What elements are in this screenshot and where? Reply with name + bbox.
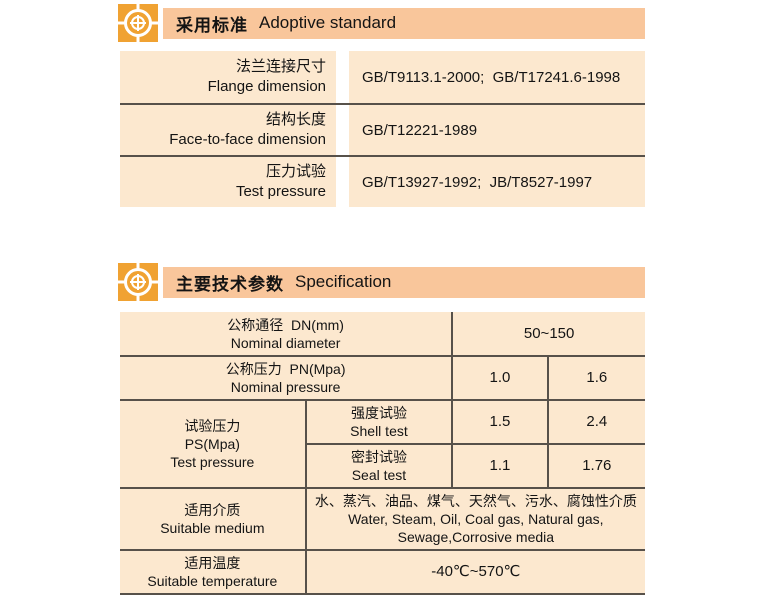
row-label-en: Test pressure [235, 183, 326, 200]
row-label-zh: 结构长度 [265, 111, 326, 128]
value-pn-2: 1.6 [546, 355, 647, 401]
medium-en-line2: Sewage,Corrosive media [397, 529, 555, 545]
table-row: 密封试验 Seal test 1.1 1.76 [120, 443, 647, 489]
label-en: Test pressure [170, 454, 255, 470]
table-row: 法兰连接尺寸 Flange dimension GB/T9113.1-2000;… [120, 51, 645, 103]
label-zh: 试验压力 [184, 418, 241, 434]
column-gap [336, 105, 349, 155]
spec-label-seal-test: 密封试验 Seal test [304, 443, 454, 489]
row-value: GB/T9113.1-2000; GB/T17241.6-1998 [349, 51, 645, 103]
label-zh: 密封试验 [350, 449, 407, 465]
target-icon [118, 263, 158, 301]
spec-label-suitable-medium: 适用介质 Suitable medium [119, 487, 307, 551]
row-label-en: Flange dimension [207, 78, 326, 95]
row-label-zh: 法兰连接尺寸 [235, 58, 326, 75]
value-seal-1: 1.1 [451, 443, 549, 489]
spec-label-test-pressure: 试验压力 PS(Mpa) Test pressure [119, 399, 307, 489]
value-pn-1: 1.0 [451, 355, 549, 401]
label-en: Seal test [351, 467, 407, 483]
row-value: GB/T13927-1992; JB/T8527-1997 [349, 157, 645, 207]
section-title-en: Specification [295, 272, 392, 291]
value-shell-1: 1.5 [451, 399, 549, 445]
label-en: Nominal pressure [230, 379, 341, 395]
section-header-adoptive-standard: 采用标准 Adoptive standard [118, 4, 645, 42]
label-en: Suitable temperature [147, 573, 278, 589]
row-label: 法兰连接尺寸 Flange dimension [120, 51, 336, 103]
spec-label-nominal-pressure: 公称压力 PN(Mpa) Nominal pressure [118, 355, 454, 401]
label-zh: 公称通径 DN(mm) [227, 316, 344, 333]
table-row: 试验压力 PS(Mpa) Test pressure 强度试验 Shell te… [119, 399, 647, 489]
catalog-page: 采用标准 Adoptive standard 法兰连接尺寸 Flange dim… [118, 0, 647, 595]
row-label: 压力试验 Test pressure [120, 157, 336, 207]
row-label: 结构长度 Face-to-face dimension [120, 105, 336, 155]
section-title-zh: 采用标准 [176, 15, 248, 35]
column-gap [336, 51, 349, 103]
table-row: 公称压力 PN(Mpa) Nominal pressure 1.0 1.6 [118, 355, 647, 401]
medium-en-line1: Water, Steam, Oil, Coal gas, Natural gas… [348, 511, 604, 527]
label-zh: 强度试验 [350, 405, 407, 421]
column-gap [336, 157, 349, 207]
medium-zh: 水、蒸汽、油品、煤气、天然气、污水、腐蚀性介质 [314, 493, 637, 509]
spec-label-shell-test: 强度试验 Shell test [304, 399, 454, 445]
row-value: GB/T12221-1989 [349, 105, 645, 155]
value-shell-2: 2.4 [546, 399, 647, 445]
table-row: 结构长度 Face-to-face dimension GB/T12221-19… [120, 103, 645, 155]
section-title-bar: 主要技术参数 Specification [163, 266, 645, 298]
section-header-specification: 主要技术参数 Specification [118, 263, 645, 301]
label-zh: 适用温度 [184, 555, 241, 571]
section-title-zh: 主要技术参数 [176, 274, 284, 294]
spec-label-nominal-diameter: 公称通径 DN(mm) Nominal diameter [118, 311, 454, 357]
label-zh: 公称压力 PN(Mpa) [225, 361, 346, 377]
table-row: 适用温度 Suitable temperature -40℃~570℃ [119, 549, 647, 594]
label-zh: 适用介质 [184, 502, 241, 518]
row-label-en: Face-to-face dimension [169, 131, 326, 148]
spec-label-suitable-temperature: 适用温度 Suitable temperature [119, 549, 307, 594]
row-label-zh: 压力试验 [265, 163, 326, 180]
label-en: Nominal diameter [230, 334, 341, 351]
target-icon [118, 4, 158, 42]
value-nominal-diameter: 50~150 [451, 311, 646, 357]
table-row: 压力试验 Test pressure GB/T13927-1992; JB/T8… [120, 155, 645, 207]
value-suitable-temperature: -40℃~570℃ [304, 549, 647, 594]
label-en: Shell test [350, 423, 408, 439]
standards-table: 法兰连接尺寸 Flange dimension GB/T9113.1-2000;… [120, 51, 645, 207]
section-title-en: Adoptive standard [259, 13, 397, 32]
table-row: 适用介质 Suitable medium 水、蒸汽、油品、煤气、天然气、污水、腐… [119, 487, 647, 551]
table-row: 公称通径 DN(mm) Nominal diameter 50~150 [118, 311, 646, 357]
label-en: Suitable medium [160, 520, 265, 536]
specification-table: 公称通径 DN(mm) Nominal diameter 50~150 公称压力… [118, 311, 647, 594]
value-seal-2: 1.76 [546, 443, 647, 489]
section-title-bar: 采用标准 Adoptive standard [163, 7, 645, 39]
label-code: PS(Mpa) [184, 436, 240, 452]
specification-table-wrapper: 公称通径 DN(mm) Nominal diameter 50~150 公称压力… [118, 311, 647, 595]
value-suitable-medium: 水、蒸汽、油品、煤气、天然气、污水、腐蚀性介质 Water, Steam, Oi… [304, 487, 647, 551]
